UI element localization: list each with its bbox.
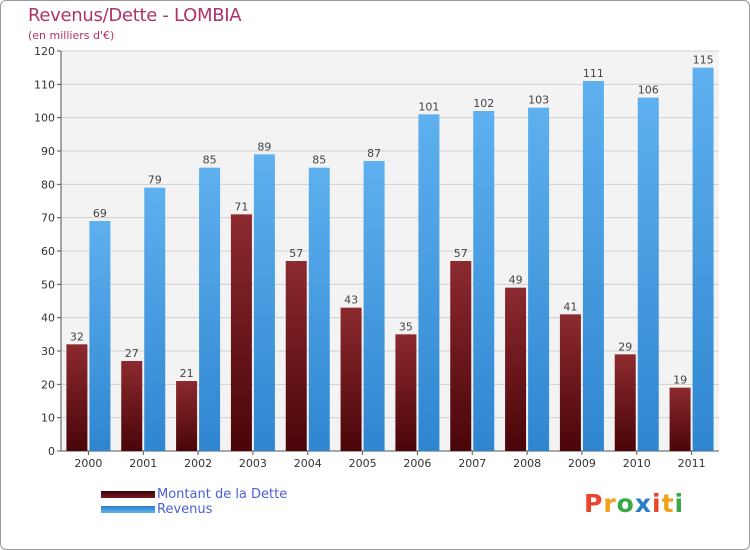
y-tick-label: 30 xyxy=(41,345,55,358)
data-label-dette: 43 xyxy=(344,294,358,307)
legend-label-revenus: Revenus xyxy=(157,502,213,517)
y-tick-label: 120 xyxy=(34,45,55,58)
bar-revenus xyxy=(253,154,275,452)
x-tick-label: 2008 xyxy=(513,457,541,470)
data-label-revenus: 115 xyxy=(693,54,714,67)
bar-dette xyxy=(505,287,527,451)
bar-dette xyxy=(66,344,88,451)
chart-title: Revenus/Dette - LOMBIA xyxy=(28,5,242,26)
data-label-revenus: 79 xyxy=(148,174,162,187)
data-label-revenus: 111 xyxy=(583,67,604,80)
data-label-dette: 29 xyxy=(618,340,632,353)
bar-dette xyxy=(395,334,417,451)
logo-letter: P xyxy=(584,489,604,518)
logo-letter: r xyxy=(603,489,617,518)
bar-revenus xyxy=(418,114,440,451)
x-tick-label: 2002 xyxy=(184,457,212,470)
x-tick-label: 2004 xyxy=(294,457,322,470)
data-label-dette: 57 xyxy=(454,247,468,260)
data-label-revenus: 85 xyxy=(203,154,217,167)
x-tick-label: 2003 xyxy=(239,457,267,470)
bar-dette xyxy=(450,261,472,451)
logo-letter: i xyxy=(674,489,685,518)
bar-dette xyxy=(669,387,691,451)
data-label-revenus: 87 xyxy=(367,147,381,160)
bar-revenus xyxy=(199,167,221,451)
bar-revenus xyxy=(144,187,166,451)
bar-dette xyxy=(285,261,307,451)
data-label-dette: 32 xyxy=(70,330,84,343)
logo-letter: o xyxy=(616,489,635,518)
y-tick-label: 40 xyxy=(41,312,55,325)
bar-revenus xyxy=(473,111,495,451)
data-label-revenus: 69 xyxy=(93,207,107,220)
x-tick-label: 2006 xyxy=(403,457,431,470)
y-tick-label: 20 xyxy=(41,378,55,391)
x-tick-label: 2007 xyxy=(458,457,486,470)
bar-revenus xyxy=(89,221,111,451)
bar-dette xyxy=(559,314,581,451)
x-tick-label: 2001 xyxy=(129,457,157,470)
x-tick-label: 2011 xyxy=(678,457,706,470)
bar-dette xyxy=(614,354,636,451)
y-tick-label: 60 xyxy=(41,245,55,258)
logo-letter: x xyxy=(634,489,652,518)
x-tick-label: 2009 xyxy=(568,457,596,470)
data-label-dette: 49 xyxy=(509,274,523,287)
y-tick-label: 10 xyxy=(41,412,55,425)
bar-dette xyxy=(340,307,362,451)
data-label-revenus: 101 xyxy=(418,100,439,113)
data-label-dette: 57 xyxy=(289,247,303,260)
bar-revenus xyxy=(692,67,714,452)
y-tick-label: 70 xyxy=(41,212,55,225)
data-label-revenus: 102 xyxy=(473,97,494,110)
chart-subtitle: (en milliers d'€) xyxy=(28,29,115,42)
data-label-dette: 27 xyxy=(125,347,139,360)
data-label-dette: 71 xyxy=(234,200,248,213)
data-label-revenus: 85 xyxy=(312,154,326,167)
logo-letter: t xyxy=(661,489,675,518)
bar-revenus xyxy=(637,97,659,452)
data-label-dette: 41 xyxy=(563,300,577,313)
x-tick-label: 2005 xyxy=(349,457,377,470)
x-tick-label: 2000 xyxy=(74,457,102,470)
y-tick-label: 80 xyxy=(41,178,55,191)
data-label-revenus: 89 xyxy=(257,140,271,153)
data-label-dette: 35 xyxy=(399,320,413,333)
y-tick-label: 50 xyxy=(41,278,55,291)
bar-revenus xyxy=(582,81,604,451)
legend-swatch-dette xyxy=(101,491,155,498)
data-label-revenus: 103 xyxy=(528,94,549,107)
bar-revenus xyxy=(528,107,550,452)
x-tick-label: 2010 xyxy=(623,457,651,470)
data-label-revenus: 106 xyxy=(638,84,659,97)
bar-dette xyxy=(176,381,198,451)
legend-swatch-revenus xyxy=(101,506,155,513)
data-label-dette: 19 xyxy=(673,374,687,387)
legend-label-dette: Montant de la Dette xyxy=(157,487,288,502)
y-tick-label: 0 xyxy=(48,445,55,458)
bar-dette xyxy=(121,361,143,451)
y-tick-label: 90 xyxy=(41,145,55,158)
data-label-dette: 21 xyxy=(180,367,194,380)
bar-revenus xyxy=(363,161,385,451)
proxiti-logo: Proxiti xyxy=(584,489,684,518)
y-tick-label: 100 xyxy=(34,112,55,125)
bar-revenus xyxy=(308,167,330,451)
logo-letter: i xyxy=(652,489,662,518)
y-tick-label: 110 xyxy=(34,78,55,91)
bar-dette xyxy=(230,214,252,451)
